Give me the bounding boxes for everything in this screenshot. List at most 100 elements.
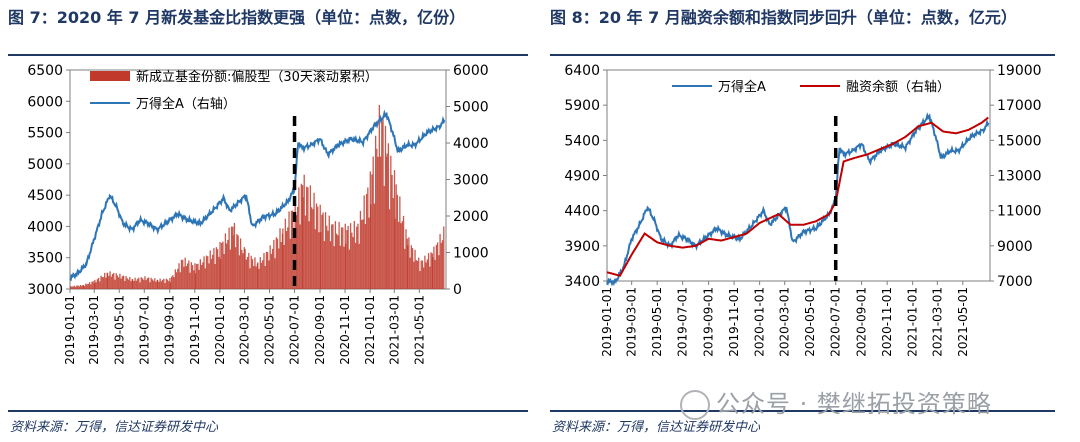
bar bbox=[397, 221, 400, 289]
bar bbox=[313, 192, 315, 289]
bar bbox=[233, 222, 236, 289]
bar bbox=[407, 245, 409, 289]
legend-label-margin: 融资余额（右轴） bbox=[846, 79, 950, 95]
bar bbox=[88, 282, 91, 289]
bar bbox=[253, 265, 255, 289]
x-tick-label: 2019-07-01 bbox=[137, 295, 151, 365]
bar bbox=[178, 263, 180, 289]
y-right-tick-label: 7000 bbox=[997, 274, 1033, 290]
x-tick-label: 2019-11-01 bbox=[188, 295, 202, 365]
bar bbox=[388, 209, 391, 289]
bar bbox=[99, 281, 101, 289]
bar bbox=[329, 241, 332, 289]
bar bbox=[333, 246, 335, 289]
bar bbox=[292, 210, 294, 289]
bar bbox=[73, 285, 75, 289]
bar bbox=[323, 241, 325, 289]
bar bbox=[364, 224, 367, 289]
bar bbox=[351, 232, 353, 289]
x-tick-label: 2020-03-01 bbox=[778, 287, 792, 357]
x-tick-label: 2020-01-01 bbox=[753, 287, 767, 357]
bar bbox=[182, 259, 184, 289]
bar bbox=[147, 277, 150, 289]
bar bbox=[287, 227, 289, 289]
plot-frame bbox=[606, 69, 991, 282]
bar bbox=[294, 198, 296, 289]
bar bbox=[309, 185, 312, 289]
bar bbox=[357, 223, 359, 289]
bar bbox=[260, 262, 263, 289]
x-tick-label: 2020-07-01 bbox=[288, 295, 302, 365]
bar bbox=[96, 279, 98, 289]
bar bbox=[353, 220, 355, 289]
bar bbox=[293, 230, 295, 289]
bar bbox=[383, 185, 385, 289]
bar bbox=[228, 227, 230, 289]
divider-bottom-left bbox=[8, 410, 528, 412]
bar bbox=[324, 212, 327, 289]
bar bbox=[425, 262, 427, 289]
x-tick-label: 2019-05-01 bbox=[650, 287, 664, 357]
bar bbox=[83, 285, 86, 289]
chart-margin-vs-index: 3400 3900 4400 4900 5400 5900 6400 7000 9000 1100… bbox=[564, 63, 1042, 357]
bar bbox=[251, 259, 254, 289]
bar bbox=[194, 273, 197, 289]
bar bbox=[430, 252, 432, 289]
bar bbox=[374, 135, 377, 289]
bar bbox=[108, 275, 110, 289]
y-right-tick-label: 17000 bbox=[997, 98, 1042, 114]
chart-fund-vs-index: 3000 3500 4000 4500 5000 5500 6000 6500 0 1000 200… bbox=[27, 63, 489, 365]
bar bbox=[199, 259, 202, 289]
divider-top-left bbox=[8, 54, 528, 56]
x-tick-label: 2021-03-01 bbox=[930, 287, 944, 357]
bar bbox=[326, 225, 328, 289]
bar bbox=[283, 244, 285, 289]
bar bbox=[116, 275, 119, 289]
bar bbox=[295, 215, 298, 289]
y-left-tick-label: 5400 bbox=[564, 133, 600, 149]
bar bbox=[282, 228, 284, 289]
bar bbox=[386, 153, 388, 289]
bar bbox=[347, 225, 349, 289]
bar bbox=[394, 218, 396, 289]
bar bbox=[418, 257, 420, 289]
bar bbox=[236, 234, 238, 289]
bar bbox=[161, 279, 164, 289]
bar bbox=[269, 245, 271, 289]
bar bbox=[331, 224, 333, 289]
bar bbox=[396, 194, 399, 289]
y-left-tick-label: 4400 bbox=[564, 204, 600, 220]
bar bbox=[86, 284, 88, 289]
bar bbox=[420, 260, 422, 289]
y-right-tick-label: 9000 bbox=[997, 239, 1033, 255]
x-tick-label: 2020-09-01 bbox=[855, 287, 869, 357]
bar bbox=[378, 104, 380, 289]
bar bbox=[91, 281, 93, 289]
bar bbox=[101, 277, 103, 289]
bar bbox=[85, 283, 87, 289]
bar bbox=[197, 263, 199, 289]
bar bbox=[328, 215, 330, 289]
y-left-tick-label: 3900 bbox=[564, 239, 600, 255]
bar bbox=[400, 223, 402, 289]
bar bbox=[335, 233, 338, 289]
x-tick-label: 2020-01-01 bbox=[213, 295, 227, 365]
bar bbox=[429, 266, 431, 289]
source-note-left: 资料来源：万得，信达证券研发中心 bbox=[10, 420, 219, 435]
bar bbox=[82, 284, 85, 289]
y-left-tick-label: 5900 bbox=[564, 98, 600, 114]
bar bbox=[109, 271, 111, 289]
bar bbox=[327, 230, 329, 289]
bar bbox=[343, 246, 345, 289]
bar bbox=[130, 281, 132, 289]
y-right-tick-label: 4000 bbox=[453, 136, 489, 152]
bar bbox=[387, 143, 390, 289]
x-tick-label: 2020-03-01 bbox=[237, 295, 251, 365]
figure-7-title: 图 7：2020 年 7 月新发基金比指数更强（单位：点数，亿份） bbox=[8, 8, 466, 27]
bar bbox=[157, 279, 159, 289]
bar bbox=[163, 278, 165, 289]
bar bbox=[100, 275, 102, 289]
bar bbox=[119, 273, 121, 289]
bar bbox=[317, 206, 319, 289]
bar bbox=[319, 231, 322, 289]
